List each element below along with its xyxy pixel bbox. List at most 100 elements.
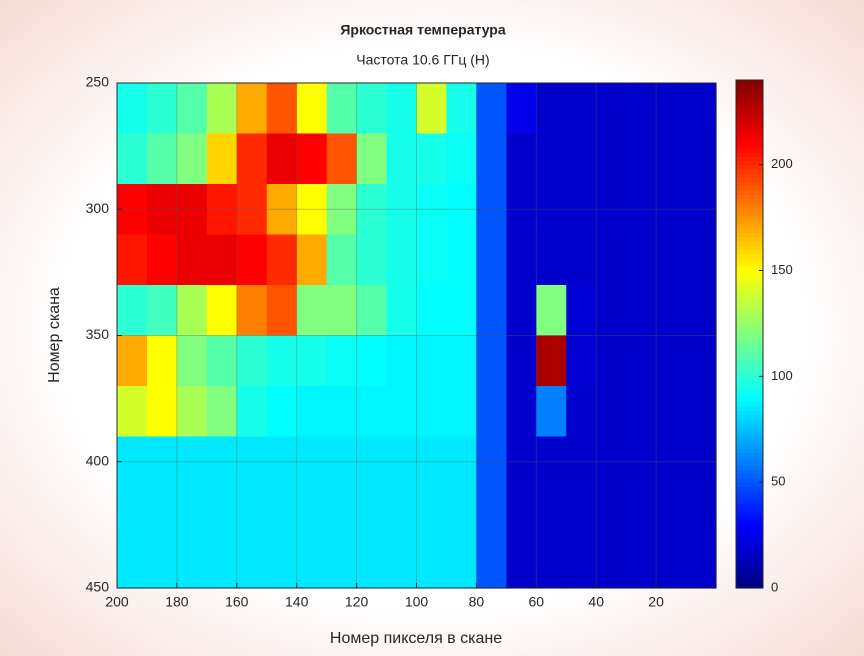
colorbar-swatch: [736, 469, 763, 475]
colorbar-tick-label: 100: [771, 368, 793, 383]
colorbar-swatch: [736, 130, 763, 136]
colorbar-swatch: [736, 338, 763, 344]
heat-cell: [326, 234, 358, 286]
heat-cell: [536, 537, 567, 589]
heat-cell: [266, 83, 298, 135]
heat-cell: [356, 184, 388, 236]
heat-cell: [656, 487, 687, 539]
colorbar-swatch: [736, 435, 763, 441]
heat-cell: [326, 133, 358, 185]
colorbar-swatch: [736, 372, 763, 377]
colorbar-swatch: [736, 304, 763, 310]
heat-cell: [176, 133, 208, 185]
heat-cell: [206, 537, 238, 589]
heat-cell: [386, 386, 418, 438]
colorbar-swatch: [736, 190, 763, 195]
heat-cell: [416, 234, 448, 286]
colorbar-swatch: [736, 376, 763, 382]
heat-cell: [386, 133, 418, 185]
colorbar-swatch: [736, 473, 763, 479]
heat-cell: [236, 83, 268, 135]
heat-cell: [356, 386, 388, 438]
heat-cell: [476, 133, 507, 185]
colorbar-swatch: [736, 96, 763, 102]
colorbar-swatch: [736, 384, 763, 390]
heat-cell: [146, 83, 178, 135]
heat-cell: [386, 285, 418, 337]
heat-cell: [117, 234, 148, 286]
colorbar-swatch: [736, 422, 763, 428]
heat-cell: [476, 234, 507, 286]
heat-cell: [566, 487, 597, 539]
heat-cell: [296, 184, 328, 236]
colorbar-swatch: [736, 177, 763, 183]
x-tick-label: 20: [648, 594, 664, 610]
heat-cell: [686, 234, 717, 286]
colorbar-swatch: [736, 219, 763, 225]
heat-cell: [476, 285, 507, 337]
heat-cell: [596, 83, 627, 135]
heat-cell: [206, 285, 238, 337]
heat-cell: [146, 386, 178, 438]
colorbar-swatch: [736, 524, 763, 530]
heat-cell: [596, 335, 627, 387]
heat-cell: [326, 436, 358, 488]
y-tick-label: 300: [86, 200, 110, 216]
heat-cell: [266, 487, 298, 539]
heat-cell: [296, 234, 328, 286]
heat-cell: [176, 335, 208, 387]
heat-cell: [446, 386, 477, 438]
colorbar-swatch: [736, 317, 763, 322]
heat-cell: [386, 184, 418, 236]
colorbar-swatch: [736, 185, 763, 191]
heat-cell: [686, 537, 717, 589]
heat-cell: [236, 184, 268, 236]
heat-cell: [596, 537, 627, 589]
colorbar-swatch: [736, 181, 763, 187]
heat-cell: [266, 285, 298, 337]
heat-cell: [176, 386, 208, 438]
y-tick-label: 450: [86, 579, 110, 595]
colorbar-swatch: [736, 283, 763, 289]
heat-cell: [266, 133, 298, 185]
heat-cell: [476, 436, 507, 488]
heat-cell: [146, 436, 178, 488]
heat-cell: [386, 335, 418, 387]
colorbar-swatch: [736, 571, 763, 576]
colorbar-swatch: [736, 168, 763, 174]
heat-cell: [626, 487, 657, 539]
colorbar-tick-label: 200: [771, 156, 793, 171]
colorbar-swatch: [736, 355, 763, 360]
chart-title: Яркостная температура: [340, 22, 506, 38]
colorbar-swatch: [736, 554, 763, 559]
heat-cell: [686, 335, 717, 387]
colorbar-swatch: [736, 139, 763, 145]
colorbar-swatch: [736, 499, 763, 504]
heat-cell: [506, 83, 537, 135]
colorbar-swatch: [736, 92, 763, 98]
heat-cell: [266, 537, 298, 589]
heat-cell: [326, 184, 358, 236]
colorbar-swatch: [736, 541, 763, 547]
heat-cell: [446, 487, 477, 539]
heat-cell: [117, 184, 148, 236]
colorbar-swatch: [736, 202, 763, 208]
heat-cell: [146, 335, 178, 387]
heat-cell: [206, 386, 238, 438]
colorbar-swatch: [736, 575, 763, 581]
heat-cell: [566, 436, 597, 488]
heat-cell: [416, 83, 448, 135]
heat-cell: [566, 285, 597, 337]
heat-cell: [176, 83, 208, 135]
heat-cell: [506, 285, 537, 337]
colorbar-swatch: [736, 113, 763, 119]
colorbar-swatch: [736, 414, 763, 420]
heat-cell: [656, 184, 687, 236]
heat-cell: [656, 234, 687, 286]
colorbar-tick-label: 0: [771, 579, 778, 594]
colorbar-swatch: [736, 490, 763, 496]
heat-cell: [296, 436, 328, 488]
x-tick-label: 140: [285, 594, 309, 610]
heat-cell: [266, 335, 298, 387]
heat-cell: [596, 285, 627, 337]
